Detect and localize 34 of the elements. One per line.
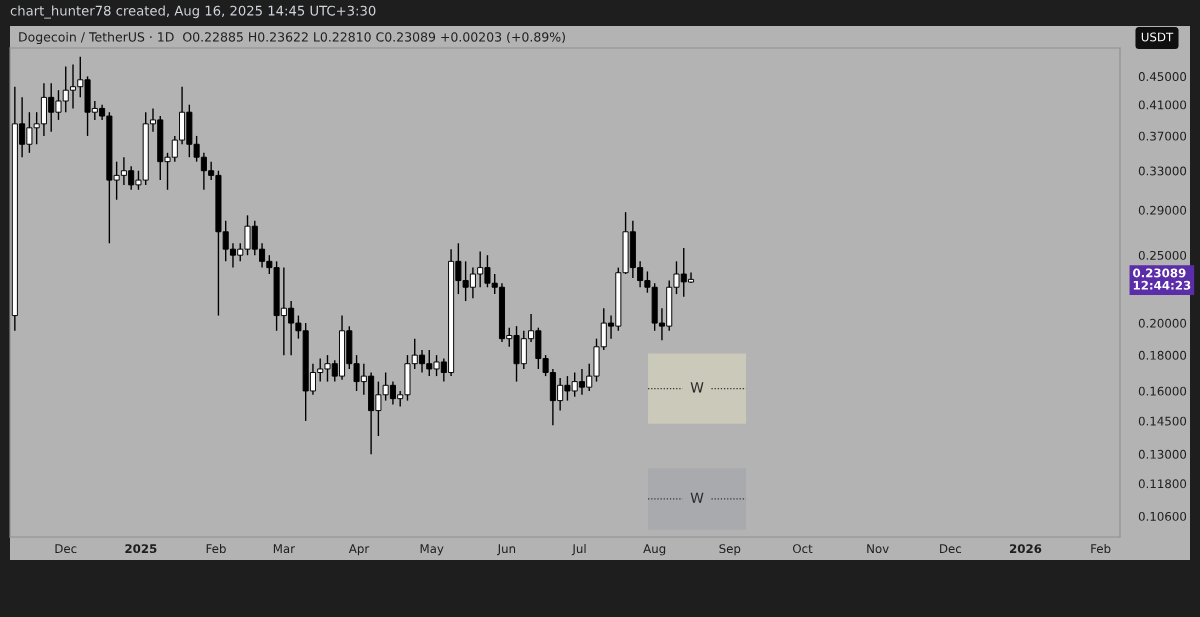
x-tick-label: Dec bbox=[940, 544, 962, 554]
y-tick-label: 0.20000 bbox=[1138, 318, 1187, 328]
y-tick-label: 0.11800 bbox=[1138, 479, 1187, 489]
y-tick-label: 0.41000 bbox=[1138, 100, 1187, 110]
y-tick-label: 0.18000 bbox=[1138, 350, 1187, 360]
x-tick-label: Jun bbox=[497, 544, 516, 556]
x-tick-label: Apr bbox=[348, 544, 370, 556]
y-tick-label: 0.25000 bbox=[1138, 250, 1187, 260]
text: 0.23089 12:44:23 bbox=[1133, 268, 1191, 290]
y-tick-label: 0.33000 bbox=[1138, 166, 1187, 176]
y-tick-label: 0.10600 bbox=[1138, 511, 1187, 521]
x-tick-label: Jul bbox=[571, 543, 586, 556]
x-tick-label: Oct bbox=[792, 544, 813, 554]
band-label: W bbox=[690, 382, 704, 393]
x-tick-label: 2025 bbox=[125, 544, 157, 554]
x-tick-label: 2026 bbox=[1009, 544, 1042, 554]
y-tick-label: 0.13000 bbox=[1138, 449, 1187, 459]
y-tick-label: 0.37000 bbox=[1138, 131, 1187, 141]
x-tick-label: Aug bbox=[643, 544, 666, 556]
y-tick-label: 0.14500 bbox=[1138, 416, 1187, 426]
x-tick-label: Sep bbox=[719, 544, 741, 556]
x-tick-label: Dec bbox=[55, 544, 77, 554]
band-label: W bbox=[690, 492, 704, 503]
x-tick-label: Mar bbox=[273, 544, 295, 554]
x-tick-label: Feb bbox=[1091, 543, 1111, 554]
text: USDT bbox=[1141, 32, 1174, 42]
y-tick-label: 0.29000 bbox=[1138, 205, 1187, 215]
text: chart_hunter78 created, Aug 16, 2025 14:45 UTC+3:30 bbox=[10, 5, 376, 19]
x-tick-label: May bbox=[420, 544, 444, 556]
x-tick-label: Feb bbox=[206, 543, 226, 554]
y-tick-label: 0.16000 bbox=[1138, 386, 1187, 396]
y-tick-label: 0.45000 bbox=[1138, 72, 1187, 82]
chart-title: Dogecoin / TetherUS · 1D O0.22885 H0.23622 L0.22810 C0.23089 +0.00203 (+0.89%) bbox=[19, 31, 565, 45]
x-tick-label: Nov bbox=[867, 544, 889, 554]
